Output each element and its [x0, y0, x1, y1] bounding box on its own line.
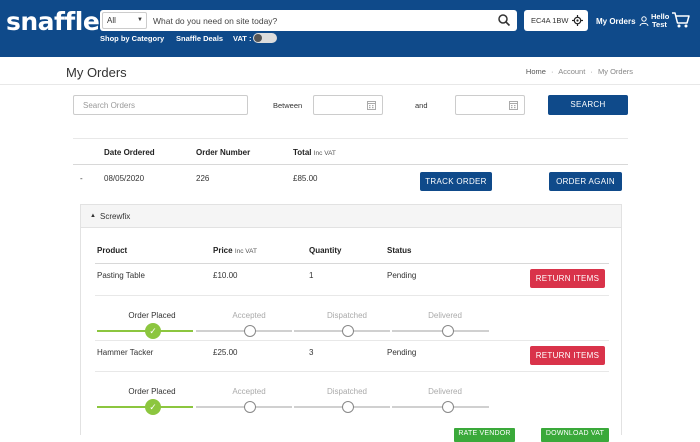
divider [95, 340, 609, 341]
progress-line [392, 406, 489, 408]
item-quantity: 3 [309, 348, 314, 357]
calendar-icon[interactable] [367, 100, 376, 110]
header-product: Product [97, 246, 128, 255]
breadcrumb: Home · Account · My Orders [526, 67, 633, 76]
step-pending-dot [442, 401, 454, 413]
user-icon[interactable] [639, 16, 649, 26]
category-select-value: All [107, 16, 116, 25]
site-header: snaffle All ▼ EC4A 1BW My Orders Hello T… [0, 0, 700, 57]
step-dispatched-label: Dispatched [326, 387, 368, 396]
search-orders-input[interactable]: Search Orders [73, 95, 248, 115]
return-items-button[interactable]: RETURN ITEMS [530, 346, 605, 365]
header-total-suffix: Inc VAT [313, 150, 336, 157]
divider [95, 263, 609, 264]
divider [95, 371, 609, 372]
breadcrumb-separator: · [551, 67, 554, 76]
category-select[interactable]: All ▼ [102, 12, 147, 29]
username: Test [652, 20, 667, 29]
breadcrumb-separator: · [590, 67, 593, 76]
check-icon: ✓ [145, 399, 161, 415]
step-pending-dot [442, 325, 454, 337]
search-icon[interactable] [497, 13, 511, 27]
date-from-input[interactable] [313, 95, 383, 115]
order-date: 08/05/2020 [104, 174, 145, 183]
header-status: Status [387, 246, 412, 255]
track-order-button[interactable]: TRACK ORDER [420, 172, 492, 191]
divider [73, 164, 628, 165]
calendar-icon[interactable] [509, 100, 518, 110]
search-bar: All ▼ [100, 10, 517, 31]
divider [95, 295, 609, 296]
item-price: £10.00 [213, 271, 238, 280]
cart-icon[interactable] [671, 11, 691, 29]
step-pending-dot [244, 401, 256, 413]
progress-line [392, 330, 489, 332]
divider [0, 84, 700, 85]
toggle-knob [254, 34, 262, 42]
snaffle-deals-link[interactable]: Snaffle Deals [176, 34, 224, 43]
vendor-panel: ▲ Screwfix Product Price Inc VAT Quantit… [80, 204, 622, 442]
header-quantity: Quantity [309, 246, 342, 255]
page-title: My Orders [66, 65, 127, 80]
breadcrumb-home[interactable]: Home [525, 67, 546, 76]
order-number: 226 [196, 174, 210, 183]
account-greeting[interactable]: Hello Test [651, 13, 669, 29]
item-status: Pending [387, 348, 417, 357]
download-vat-button[interactable]: DOWNLOAD VAT [541, 428, 609, 442]
postcode-field[interactable]: EC4A 1BW [524, 10, 588, 31]
order-again-button[interactable]: ORDER AGAIN [549, 172, 622, 191]
vat-label: VAT : [233, 34, 252, 43]
step-accepted-label: Accepted [232, 311, 266, 320]
header-total: Total Inc VAT [293, 148, 336, 157]
step-dispatched-label: Dispatched [326, 311, 368, 320]
snaffle-logo[interactable]: snaffle [6, 7, 100, 36]
header-price-label: Price [213, 246, 233, 255]
shop-by-category-link[interactable]: Shop by Category [100, 34, 165, 43]
item-product: Pasting Table [97, 271, 145, 280]
header-price-suffix: Inc VAT [234, 248, 257, 255]
step-accepted-label: Accepted [232, 387, 266, 396]
vendor-panel-header[interactable]: ▲ Screwfix [81, 205, 621, 228]
order-total: £85.00 [293, 174, 318, 183]
step-delivered-label: Delivered [428, 387, 462, 396]
crosshair-icon[interactable] [572, 15, 583, 26]
order-collapse-toggle[interactable]: - [80, 174, 83, 183]
item-product: Hammer Tacker [97, 348, 154, 357]
chevron-down-icon: ▼ [137, 17, 143, 23]
date-to-input[interactable] [455, 95, 525, 115]
breadcrumb-current: My Orders [597, 67, 633, 76]
header-date-ordered: Date Ordered [104, 148, 155, 157]
my-orders-link[interactable]: My Orders [596, 17, 636, 26]
divider [73, 138, 628, 139]
vendor-name: Screwfix [100, 212, 131, 221]
between-label: Between [273, 101, 303, 110]
step-pending-dot [244, 325, 256, 337]
search-input[interactable] [153, 12, 483, 29]
step-order-placed-label: Order Placed [128, 311, 176, 320]
breadcrumb-account[interactable]: Account [558, 67, 586, 76]
check-icon: ✓ [145, 323, 161, 339]
vat-toggle[interactable] [253, 33, 277, 43]
step-pending-dot [342, 325, 354, 337]
header-price: Price Inc VAT [213, 246, 257, 255]
step-delivered-label: Delivered [428, 311, 462, 320]
step-order-placed-label: Order Placed [128, 387, 176, 396]
item-status: Pending [387, 271, 417, 280]
rate-vendor-button[interactable]: RATE VENDOR [454, 428, 515, 442]
step-pending-dot [342, 401, 354, 413]
caret-up-icon: ▲ [90, 213, 96, 219]
postcode-value: EC4A 1BW [531, 16, 569, 25]
greeting-line: Hello [651, 12, 670, 21]
header-order-number: Order Number [196, 148, 251, 157]
header-total-label: Total [293, 148, 312, 157]
item-price: £25.00 [213, 348, 238, 357]
search-button[interactable]: SEARCH [548, 95, 628, 115]
item-quantity: 1 [309, 271, 314, 280]
and-label: and [415, 101, 428, 110]
return-items-button[interactable]: RETURN ITEMS [530, 269, 605, 288]
